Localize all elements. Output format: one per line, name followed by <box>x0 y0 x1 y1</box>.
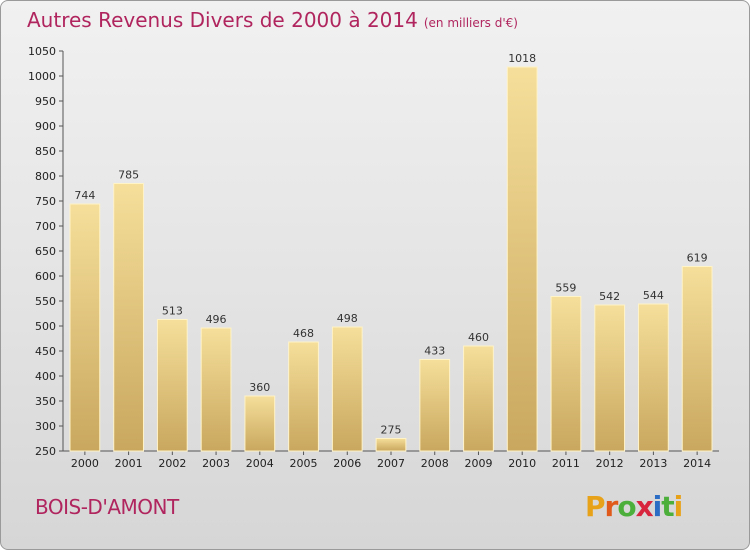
bar <box>506 66 538 452</box>
data-label: 496 <box>206 313 227 326</box>
data-label: 275 <box>381 424 402 437</box>
data-label: 513 <box>162 305 183 318</box>
logo-letter: P <box>585 490 606 523</box>
x-tick-label: 2011 <box>552 457 580 470</box>
bar <box>200 327 232 452</box>
y-tick-label: 850 <box>35 145 56 158</box>
x-tick-label: 2000 <box>71 457 99 470</box>
y-tick-label: 950 <box>35 95 56 108</box>
place-name: BOIS-D'AMONT <box>35 495 179 519</box>
data-label: 744 <box>74 189 95 202</box>
x-tick-label: 2012 <box>596 457 624 470</box>
data-label: 544 <box>643 289 664 302</box>
bar <box>156 319 188 452</box>
data-label: 433 <box>424 345 445 358</box>
logo-letter: o <box>617 490 636 523</box>
x-tick-label: 2007 <box>377 457 405 470</box>
bar <box>244 395 276 452</box>
logo-letter: t <box>661 490 674 523</box>
y-tick-label: 500 <box>35 320 56 333</box>
data-label: 498 <box>337 312 358 325</box>
logo-letter: x <box>635 490 654 523</box>
data-label: 460 <box>468 331 489 344</box>
logo-letter: i <box>652 490 663 523</box>
chart-title: Autres Revenus Divers de 2000 à 2014 (en … <box>27 8 518 32</box>
chart-title-text: Autres Revenus Divers de 2000 à 2014 <box>27 8 418 32</box>
x-tick-label: 2002 <box>158 457 186 470</box>
chart-unit: (en milliers d'€) <box>423 16 518 30</box>
bar <box>288 341 319 452</box>
data-label: 360 <box>249 381 270 394</box>
data-label: 542 <box>599 290 620 303</box>
y-tick-label: 1000 <box>28 70 56 83</box>
bar <box>419 359 451 452</box>
y-tick-label: 550 <box>35 295 56 308</box>
bar <box>594 304 626 452</box>
bar <box>113 183 144 452</box>
data-label: 1018 <box>508 52 536 65</box>
bar <box>463 345 494 452</box>
bar <box>375 438 407 452</box>
bar <box>550 296 582 452</box>
y-tick-label: 250 <box>35 445 56 458</box>
x-tick-label: 2008 <box>421 457 449 470</box>
data-label: 619 <box>687 252 708 265</box>
x-tick-label: 2014 <box>683 457 711 470</box>
logo-letter: r <box>604 490 619 523</box>
x-tick-label: 2004 <box>246 457 274 470</box>
y-tick-label: 650 <box>35 245 56 258</box>
bar <box>69 203 101 452</box>
bar <box>331 326 363 452</box>
data-label: 785 <box>118 169 139 182</box>
y-tick-label: 900 <box>35 120 56 133</box>
x-tick-label: 2001 <box>115 457 143 470</box>
y-tick-label: 1050 <box>28 45 56 58</box>
logo-letter: i <box>673 490 684 523</box>
data-label: 559 <box>555 282 576 295</box>
y-tick-label: 800 <box>35 170 56 183</box>
x-tick-label: 2010 <box>508 457 536 470</box>
y-tick-label: 700 <box>35 220 56 233</box>
x-tick-label: 2013 <box>639 457 667 470</box>
y-tick-label: 450 <box>35 345 56 358</box>
x-tick-label: 2009 <box>464 457 492 470</box>
y-tick-label: 400 <box>35 370 56 383</box>
x-tick-label: 2005 <box>290 457 318 470</box>
x-tick-label: 2003 <box>202 457 230 470</box>
x-tick-label: 2006 <box>333 457 361 470</box>
y-tick-label: 750 <box>35 195 56 208</box>
bar <box>638 303 669 452</box>
proxiti-logo: Proxiti <box>585 490 684 523</box>
y-tick-label: 600 <box>35 270 56 283</box>
bar <box>681 266 713 452</box>
data-label: 468 <box>293 327 314 340</box>
y-tick-label: 300 <box>35 420 56 433</box>
y-tick-label: 350 <box>35 395 56 408</box>
